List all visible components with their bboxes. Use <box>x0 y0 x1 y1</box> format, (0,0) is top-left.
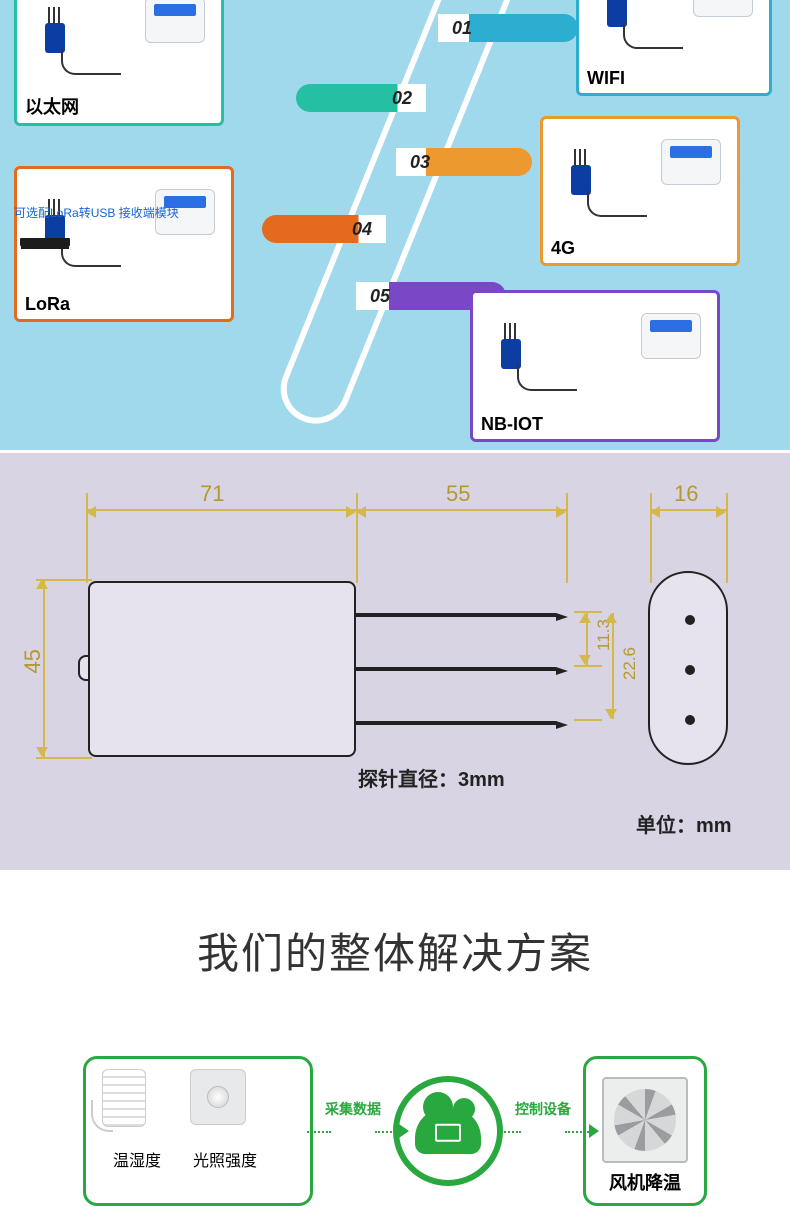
dim-ext <box>574 665 602 667</box>
cloud-icon <box>393 1076 503 1186</box>
dim-gap2 <box>612 613 614 719</box>
connector-collect-label: 采集数据 <box>325 1099 381 1119</box>
light-sensor-icon <box>190 1069 260 1139</box>
step-arm-04: 04 <box>262 215 386 243</box>
dim-gap1-val: 11.3 <box>594 619 614 651</box>
probe-hole <box>685 665 695 675</box>
connector-control: 控制设备 <box>503 1118 583 1144</box>
dim-probe-len <box>356 509 566 511</box>
dim-ext <box>726 493 728 583</box>
module-icon <box>693 0 753 17</box>
end-cap <box>648 571 728 765</box>
dim-cap-w <box>650 509 726 511</box>
module-icon <box>641 313 701 359</box>
wire-icon <box>517 365 577 391</box>
step-arm-01: 01 <box>438 14 578 42</box>
device-mock <box>549 125 731 237</box>
actuator-card: 风机降温 <box>583 1056 707 1206</box>
mount-tab <box>78 655 88 681</box>
probe-dia-label: 探针直径：3mm <box>358 763 505 792</box>
unit-label: 单位：mm <box>636 809 732 838</box>
device-mock <box>585 0 763 67</box>
device-mock <box>23 0 215 97</box>
dim-cap-w-val: 16 <box>674 481 698 507</box>
wire-icon <box>623 23 683 49</box>
step-arm-02: 02 <box>296 84 426 112</box>
device-label: WIFI <box>587 68 625 89</box>
module-icon <box>661 139 721 185</box>
actuator-label: 风机降温 <box>609 1169 681 1195</box>
wire-icon <box>61 241 121 267</box>
dim-ext <box>36 757 92 759</box>
dim-gap2-val: 22.6 <box>620 647 640 680</box>
device-label: 以太网 <box>25 93 79 119</box>
dim-ext <box>566 493 568 583</box>
connector-control-label: 控制设备 <box>515 1099 571 1119</box>
solution-section: 我们的整体解决方案 温湿度 光照强度 采集数据 控制设备 风机降温 <box>0 870 790 1221</box>
dim-probe-len-val: 55 <box>446 481 470 507</box>
probe-2 <box>356 667 556 671</box>
solution-flow: 温湿度 光照强度 采集数据 控制设备 风机降温 <box>0 1041 790 1221</box>
fan-icon <box>602 1077 688 1163</box>
connectivity-infographic: 0102030405 WIFI以太网4GLoRaNB-IOT 可选配LoRa转U… <box>0 0 790 450</box>
probe-3 <box>356 721 556 725</box>
step-arm-03: 03 <box>396 148 532 176</box>
device-wifi: WIFI <box>576 0 772 96</box>
dim-ext <box>574 719 602 721</box>
dim-gap1 <box>586 613 588 665</box>
device-4g: 4G <box>540 116 740 266</box>
dim-body-w <box>86 509 356 511</box>
dimension-drawing: 71 55 16 45 11.3 22.6 探针直径：3mm 单位：mm <box>0 450 790 870</box>
lora-usb-note: 可选配LoRa转USB 接收端模块 <box>14 206 179 222</box>
device-mock <box>23 175 225 293</box>
device-mock <box>479 299 711 413</box>
probe-1 <box>356 613 556 617</box>
solution-title: 我们的整体解决方案 <box>0 920 790 981</box>
device-label: 4G <box>551 238 575 259</box>
device-label: NB-IOT <box>481 414 543 435</box>
dim-body-h-val: 45 <box>20 649 46 673</box>
wire-icon <box>61 49 121 75</box>
sensor-card: 温湿度 光照强度 <box>83 1056 313 1206</box>
probe-hole <box>685 615 695 625</box>
device-以太网: 以太网 <box>14 0 224 126</box>
temp-humidity-icon <box>102 1069 172 1139</box>
connector-collect: 采集数据 <box>313 1118 393 1144</box>
sensor-label-2: 光照强度 <box>193 1147 257 1171</box>
wire-icon <box>587 191 647 217</box>
sensor-body <box>88 581 356 757</box>
keyboard-icon <box>20 238 70 246</box>
module-icon <box>145 0 205 43</box>
dim-body-w-val: 71 <box>200 481 224 507</box>
device-label: LoRa <box>25 294 70 315</box>
sensor-label-1: 温湿度 <box>113 1147 161 1171</box>
probe-hole <box>685 715 695 725</box>
device-nb-iot: NB-IOT <box>470 290 720 442</box>
